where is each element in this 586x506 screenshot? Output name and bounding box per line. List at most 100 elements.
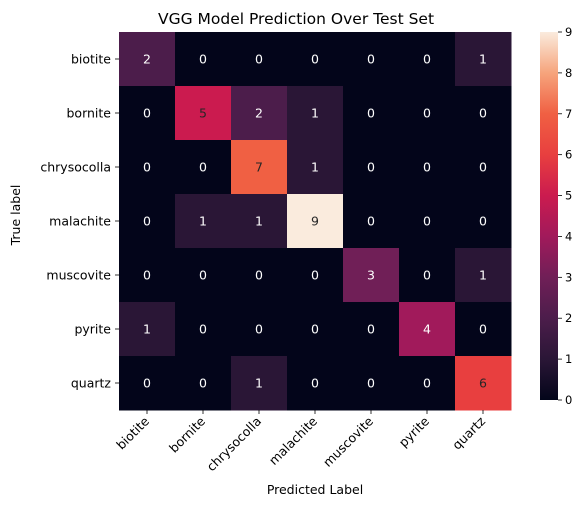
heatmap-cell-value: 0 <box>199 160 207 175</box>
heatmap-cell <box>175 302 232 357</box>
heatmap-cell-value: 2 <box>143 52 151 67</box>
heatmap-cell-value: 0 <box>423 52 431 67</box>
heatmap-cell-value: 4 <box>423 322 431 337</box>
heatmap-cell <box>343 140 400 195</box>
heatmap-cell <box>343 356 400 411</box>
heatmap-cell <box>231 86 288 141</box>
heatmap-cell <box>119 140 176 195</box>
heatmap-cell <box>175 140 232 195</box>
heatmap-cell <box>455 194 512 249</box>
colorbar-tick-label: 5 <box>565 189 572 203</box>
heatmap-cell <box>119 32 176 87</box>
heatmap-cell <box>231 32 288 87</box>
heatmap-cell <box>343 302 400 357</box>
colorbar-tick-label: 7 <box>565 107 572 121</box>
heatmap-cell <box>287 140 344 195</box>
heatmap-cell-value: 1 <box>199 214 207 229</box>
heatmap-cell <box>399 248 456 303</box>
colorbar-tick-label: 0 <box>565 393 572 407</box>
heatmap-cell-value: 0 <box>367 106 375 121</box>
heatmap-cell-value: 0 <box>311 268 319 283</box>
heatmap-cell <box>455 140 512 195</box>
heatmap-cell-value: 0 <box>367 52 375 67</box>
colorbar-tick-label: 4 <box>565 229 572 243</box>
heatmap-cell <box>343 194 400 249</box>
heatmap-cell <box>175 356 232 411</box>
heatmap-cell-value: 0 <box>479 214 487 229</box>
heatmap-cell-value: 0 <box>423 268 431 283</box>
y-tick-label: quartz <box>71 376 112 391</box>
colorbar-tick-label: 3 <box>565 270 572 284</box>
heatmap-cell-value: 1 <box>479 52 487 67</box>
heatmap-cell-value: 0 <box>367 160 375 175</box>
heatmap-cell-value: 0 <box>479 160 487 175</box>
heatmap-cell-value: 1 <box>255 214 263 229</box>
heatmap-cell <box>399 302 456 357</box>
y-tick-label: pyrite <box>74 322 111 337</box>
heatmap-cell-value: 0 <box>311 376 319 391</box>
y-tick-label: chrysocolla <box>40 160 111 175</box>
heatmap-cell <box>287 248 344 303</box>
y-tick-label: biotite <box>71 52 111 67</box>
heatmap-cell <box>287 32 344 87</box>
chart-title: VGG Model Prediction Over Test Set <box>158 10 434 28</box>
x-axis-label: Predicted Label <box>267 482 363 497</box>
heatmap-cell <box>455 248 512 303</box>
heatmap-cell <box>455 32 512 87</box>
heatmap-cell-value: 1 <box>311 106 319 121</box>
heatmap-cell <box>175 32 232 87</box>
heatmap-cell <box>231 356 288 411</box>
colorbar-tick-label: 9 <box>565 25 572 39</box>
heatmap-cell-value: 0 <box>423 160 431 175</box>
y-tick-label: malachite <box>49 214 111 229</box>
heatmap-cell-value: 0 <box>143 106 151 121</box>
heatmap-cell-value: 0 <box>255 52 263 67</box>
heatmap-cell-value: 0 <box>199 376 207 391</box>
colorbar-ticks: 0 1 2 3 4 5 6 7 8 9 <box>558 25 572 407</box>
colorbar <box>540 32 558 400</box>
colorbar-tick-label: 2 <box>565 311 572 325</box>
heatmap-cell <box>287 302 344 357</box>
heatmap-cell-value: 3 <box>367 268 375 283</box>
heatmap-cell <box>399 194 456 249</box>
heatmap-cells <box>119 32 512 411</box>
heatmap-cell <box>231 140 288 195</box>
heatmap-cell-value: 0 <box>479 106 487 121</box>
heatmap-cell <box>399 140 456 195</box>
x-tick-label: biotite <box>113 413 152 452</box>
heatmap-cell <box>399 356 456 411</box>
heatmap-cell-value: 0 <box>199 268 207 283</box>
heatmap-cell <box>455 356 512 411</box>
heatmap-cell-value: 0 <box>423 106 431 121</box>
heatmap-cell <box>399 32 456 87</box>
x-tick-label: quartz <box>449 413 488 452</box>
heatmap-cell-value: 0 <box>255 268 263 283</box>
heatmap-cell <box>119 356 176 411</box>
heatmap-cell-value: 7 <box>255 160 263 175</box>
heatmap-cell <box>343 86 400 141</box>
y-axis-label: True label <box>8 185 23 247</box>
heatmap-cell-value: 9 <box>311 214 319 229</box>
heatmap-cell-value: 0 <box>143 376 151 391</box>
heatmap-cell <box>119 302 176 357</box>
heatmap-cell-value: 0 <box>423 214 431 229</box>
heatmap-cell-value: 0 <box>311 52 319 67</box>
heatmap-cell-value: 0 <box>199 52 207 67</box>
heatmap-cell <box>175 248 232 303</box>
x-tick-label: muscovite <box>320 413 377 470</box>
heatmap-cell-value: 6 <box>479 376 487 391</box>
heatmap-cell-value: 1 <box>311 160 319 175</box>
x-tick-label: chrysocolla <box>204 414 265 475</box>
heatmap-cell-value: 0 <box>255 322 263 337</box>
x-tick-label: pyrite <box>396 413 433 450</box>
heatmap-cell <box>287 356 344 411</box>
heatmap-cell-value: 0 <box>199 322 207 337</box>
heatmap-cell <box>175 86 232 141</box>
heatmap-cell <box>175 194 232 249</box>
heatmap-cell <box>231 194 288 249</box>
heatmap-cell <box>287 194 344 249</box>
heatmap-cell-value: 0 <box>479 322 487 337</box>
heatmap-cell <box>119 248 176 303</box>
